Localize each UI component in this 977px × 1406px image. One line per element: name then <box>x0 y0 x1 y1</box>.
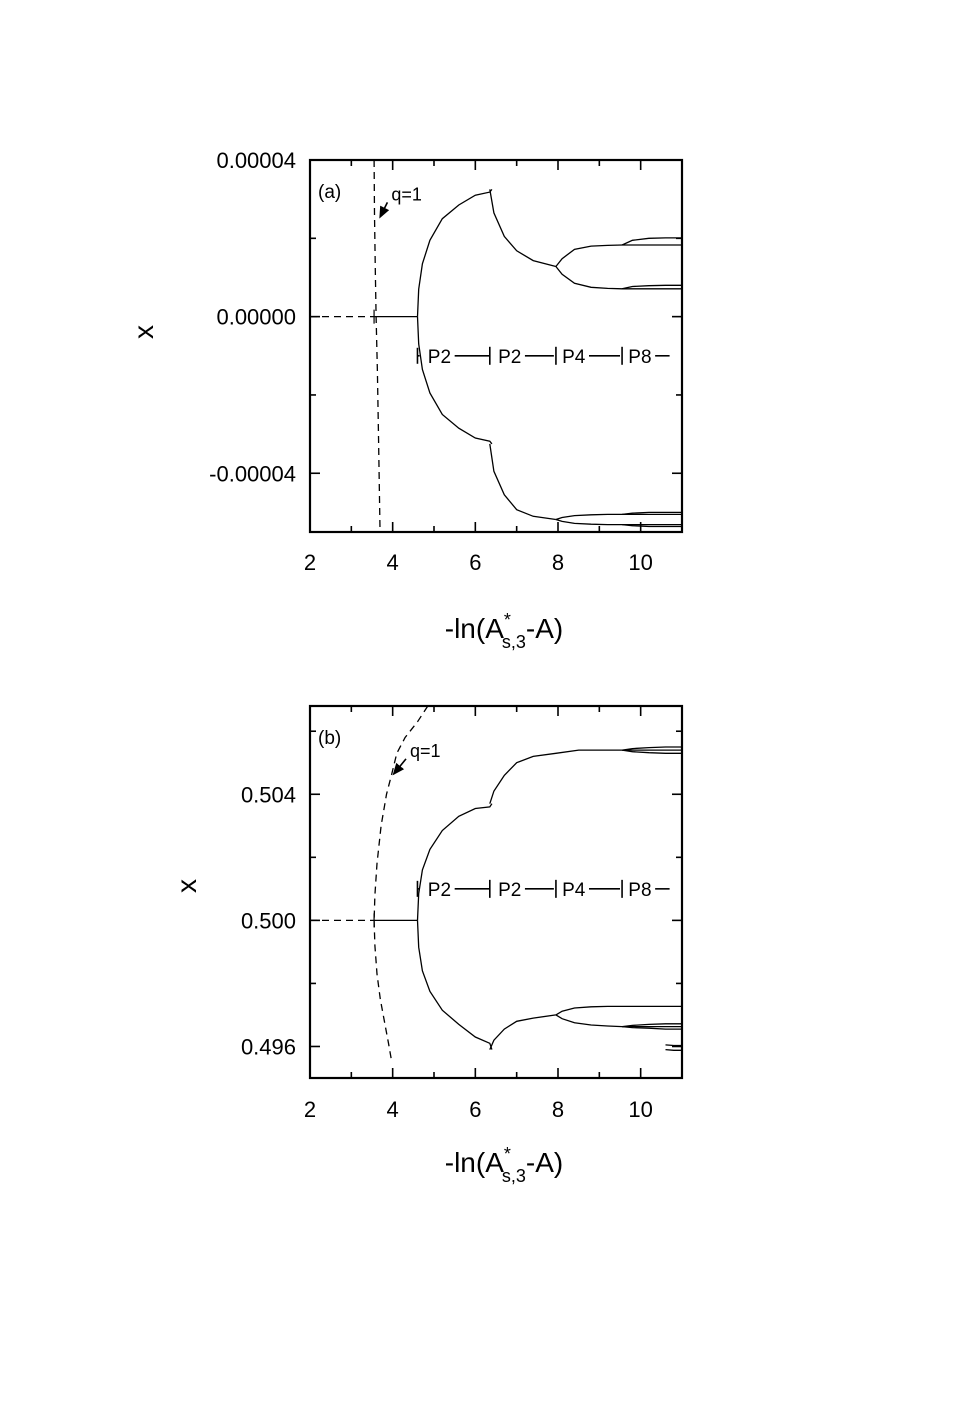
y-tick-label: 0.496 <box>241 1034 296 1059</box>
axes-frame <box>308 704 684 1080</box>
period-label: P4 <box>562 880 586 901</box>
axes-frame <box>308 158 684 534</box>
bifurcation-branch-9 <box>489 1014 556 1050</box>
x-tick-label: 4 <box>387 1097 399 1122</box>
plot-area <box>310 706 682 1063</box>
bifurcation-branch-5 <box>416 920 493 1050</box>
bifurcation-branch-7 <box>555 244 682 267</box>
x-axis-title-sub: s,3 <box>502 632 526 652</box>
panel-label: (a) <box>318 182 341 203</box>
x-tick-label: 6 <box>469 550 481 575</box>
bifurcation-branch-13 <box>622 511 682 516</box>
plot-area <box>310 160 682 532</box>
panel-a: 2 4 6 8 10 -0.00004 0.00000 0.00004 -ln(A* s,3-A)… <box>128 148 684 652</box>
x-tick-label: 8 <box>552 1097 564 1122</box>
bifurcation-branch-3 <box>416 189 493 317</box>
bifurcation-branch-12 <box>622 1025 682 1030</box>
x-axis-title-sup: * <box>504 610 511 630</box>
x-axis-title-prefix: -ln(A <box>445 613 504 644</box>
x-tick-label: 10 <box>628 550 652 575</box>
x-tick-label: 10 <box>628 1097 652 1122</box>
dashed-branch-0 <box>373 706 429 921</box>
y-axis-title: x <box>171 879 202 893</box>
annotation-label: q=1 <box>410 741 441 761</box>
y-tick-label: 0.00000 <box>216 305 296 330</box>
bifurcation-branch-14 <box>622 523 682 528</box>
bifurcation-branch-7 <box>622 746 682 751</box>
x-axis-title: -ln(A* s,3-A) <box>445 610 563 652</box>
bifurcation-branch-10 <box>621 284 682 290</box>
x-axis-title-suffix: -A) <box>526 1147 563 1178</box>
period-label: P2 <box>428 347 451 368</box>
period-label: P2 <box>498 347 521 368</box>
period-label: P2 <box>498 880 521 901</box>
period-label: P4 <box>562 347 586 368</box>
bifurcation-branch-4 <box>416 316 493 445</box>
bifurcation-branch-5 <box>489 189 557 268</box>
y-tick-label: -0.00004 <box>209 461 296 486</box>
bifurcation-branch-6 <box>489 749 682 804</box>
x-axis-title-prefix: -ln(A <box>445 1147 504 1178</box>
x-tick-label: 2 <box>304 1097 316 1122</box>
x-tick-label: 6 <box>469 1097 481 1122</box>
bifurcation-branch-6 <box>489 443 556 521</box>
bifurcation-branch-10 <box>555 1005 682 1016</box>
x-axis-title-suffix: -A) <box>526 613 563 644</box>
x-tick-label: 2 <box>304 550 316 575</box>
bifurcation-branch-14 <box>665 1044 682 1047</box>
y-axis-title: x <box>128 325 159 339</box>
bifurcation-branch-8 <box>622 749 682 754</box>
period-label: P8 <box>628 347 651 368</box>
annotation-arrow <box>379 202 390 219</box>
x-tick-label: 4 <box>387 550 399 575</box>
y-tick-label: 0.504 <box>241 782 296 807</box>
bifurcation-branch-12 <box>555 518 682 526</box>
bifurcation-branch-9 <box>621 237 682 246</box>
period-label: P2 <box>428 880 451 901</box>
panel-b: 2 4 6 8 10 0.496 0.500 0.504 -ln(A* s,3-A) x (b) q=1… <box>171 704 684 1186</box>
y-tick-label: 0.500 <box>241 908 296 933</box>
bifurcation-branch-4 <box>416 803 493 921</box>
x-axis-title-sup: * <box>504 1144 511 1164</box>
annotation-arrow <box>392 758 407 776</box>
x-tick-label: 8 <box>552 550 564 575</box>
bifurcation-branch-13 <box>622 1023 682 1028</box>
x-axis-title-sub: s,3 <box>502 1166 526 1186</box>
period-label: P8 <box>628 880 651 901</box>
panel-label: (b) <box>318 728 341 749</box>
bifurcation-branch-15 <box>665 1048 682 1051</box>
dashed-branch-1 <box>373 920 393 1063</box>
bifurcation-branch-8 <box>555 266 682 290</box>
annotation-label: q=1 <box>391 184 422 204</box>
x-axis-title: -ln(A* s,3-A) <box>445 1144 563 1186</box>
y-tick-label: 0.00004 <box>216 148 296 173</box>
bifurcation-branch-11 <box>555 1014 682 1028</box>
bifurcation-branch-11 <box>555 513 682 521</box>
